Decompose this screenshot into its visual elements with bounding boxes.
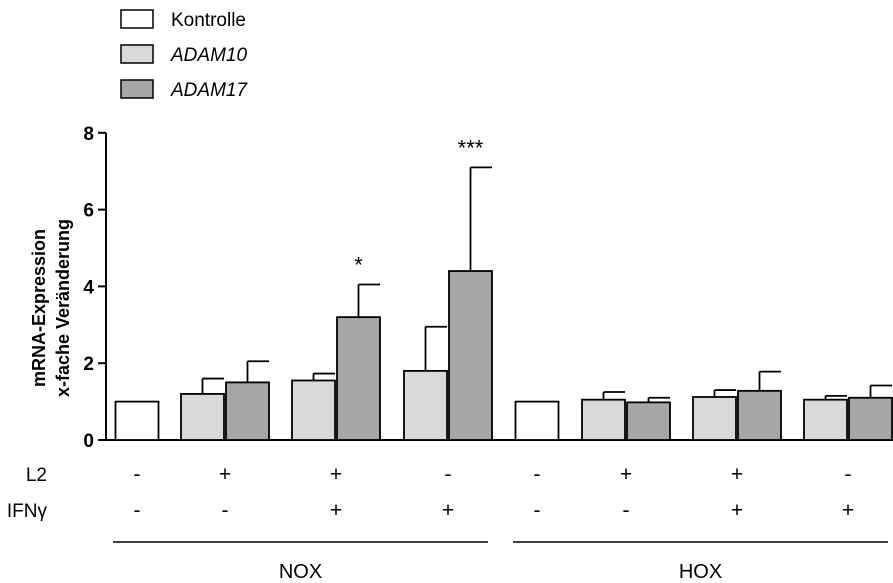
bar: [403, 369, 448, 441]
significance-marker: ***: [458, 135, 484, 160]
bar: [848, 396, 893, 441]
y-tick-label: 0: [83, 431, 94, 452]
y-axis-label-line: mRNA-Expression: [29, 229, 49, 387]
bar: [514, 400, 560, 441]
bar: [692, 396, 737, 441]
ifn-sign: +: [842, 499, 854, 522]
ifn-sign: -: [534, 499, 541, 522]
l2-sign: -: [134, 463, 141, 486]
l2-sign: -: [534, 463, 541, 486]
ifn-sign: +: [330, 499, 342, 522]
bar: [180, 393, 225, 441]
y-axis-label: mRNA-Expression x-fache Veränderung: [29, 219, 73, 397]
bar: [803, 398, 848, 441]
bars: [114, 270, 893, 441]
ifn-sign: -: [134, 499, 141, 522]
y-tick-label: 6: [83, 201, 94, 222]
legend-swatch: [120, 9, 154, 29]
significance-marker: *: [354, 252, 363, 277]
l2-sign: +: [330, 463, 342, 486]
bar: [581, 398, 626, 441]
condition-label: HOX: [679, 561, 722, 583]
bar: [225, 381, 270, 441]
y-tick-label: 2: [83, 354, 94, 375]
legend-label: ADAM10: [170, 45, 247, 66]
bar: [737, 389, 782, 441]
bar: [626, 401, 671, 441]
row-label-l2: L2: [26, 465, 47, 486]
condition-groups: NOX HOX: [113, 541, 888, 583]
ifn-sign: -: [623, 499, 630, 522]
l2-sign: +: [620, 463, 632, 486]
bar: [448, 270, 493, 441]
error-bars: [201, 166, 892, 403]
row-label-ifn: IFNγ: [7, 501, 48, 522]
legend-swatch: [120, 79, 154, 99]
l2-sign: -: [845, 463, 852, 486]
l2-sign: -: [445, 463, 452, 486]
ifn-sign: +: [731, 499, 743, 522]
legend: Kontrolle ADAM10 ADAM17: [120, 9, 248, 101]
l2-sign: +: [731, 463, 743, 486]
bar: [114, 400, 160, 441]
y-tick-label: 8: [83, 124, 94, 145]
legend-label: Kontrolle: [171, 10, 246, 31]
condition-rows: L2 IFNγ - - + - + + - + - - + - + + - +: [7, 463, 854, 522]
y-tick-label: 4: [83, 277, 94, 298]
y-axis-label-line: x-fache Veränderung: [53, 219, 73, 397]
condition-label: NOX: [279, 561, 322, 583]
l2-sign: +: [219, 463, 231, 486]
ifn-sign: -: [222, 499, 229, 522]
legend-label: ADAM17: [170, 80, 248, 101]
legend-swatch: [120, 44, 154, 64]
bar: [336, 316, 381, 441]
ifn-sign: +: [442, 499, 454, 522]
significance-markers: ****: [354, 135, 484, 277]
bar: [291, 379, 336, 441]
